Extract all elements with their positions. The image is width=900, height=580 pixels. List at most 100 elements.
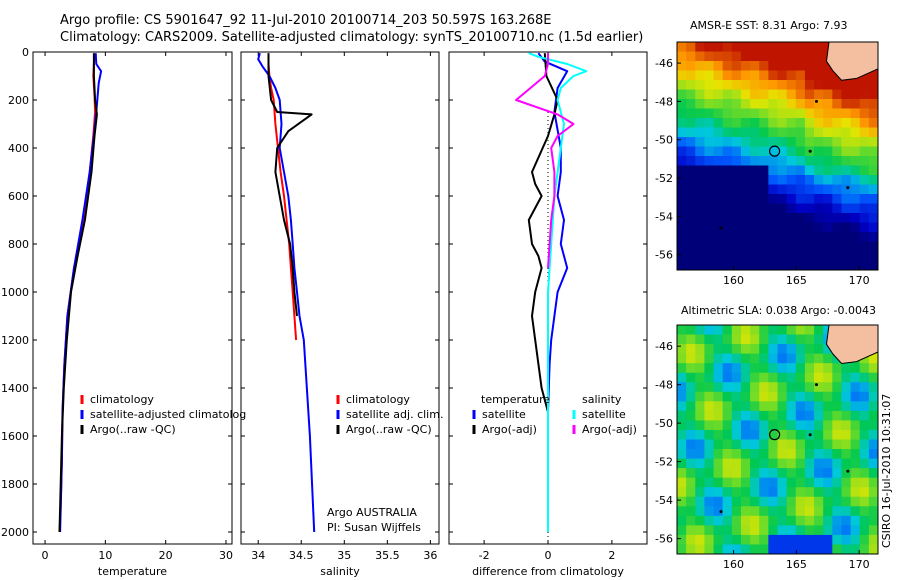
x-tick-label: 10 — [98, 549, 112, 562]
argo-annotation: Argo AUSTRALIA — [327, 506, 417, 519]
legend-entry: Argo(..raw -QC) — [346, 423, 432, 436]
map-frame — [676, 324, 879, 555]
series-line-3 — [528, 52, 588, 532]
y-tick-label: 1400 — [1, 382, 29, 395]
x-tick-label: 34 — [251, 549, 265, 562]
island-marker — [719, 226, 723, 230]
profile-panel-1: 0 10 20 30 0 200 400 600 800 1000 1200 1400 1600 1800… — [1, 46, 233, 578]
legend-heading: temperature — [481, 393, 550, 406]
y-tick-label: 1200 — [1, 334, 29, 347]
y-tick-label: -50 — [655, 417, 673, 430]
legend-entry: satellite-adjusted climatolog — [90, 408, 246, 421]
series-line-1 — [267, 53, 298, 341]
y-tick-label: -56 — [655, 533, 673, 546]
sst-map-title: AMSR-E SST: 8.31 Argo: 7.93 — [690, 19, 848, 32]
y-tick-label: -52 — [655, 172, 673, 185]
sla-map: 160 165 170 -46 -48 -50 -52 -54 -56 — [655, 324, 879, 571]
x-tick-label: 0 — [42, 549, 49, 562]
x-tick-label: 170 — [849, 274, 870, 287]
x-tick-label: 160 — [723, 274, 744, 287]
legend-heading: salinity — [582, 393, 622, 406]
legend-entry: Argo(-adj) — [482, 423, 537, 436]
series-group — [58, 53, 103, 533]
y-tick-label: 2000 — [1, 526, 29, 539]
series-line-2 — [527, 53, 559, 413]
land-mass — [825, 325, 878, 365]
map-field — [677, 42, 878, 270]
sla-map-title: Altimetric SLA: 0.038 Argo: -0.0043 — [681, 304, 876, 317]
float-position-marker — [768, 429, 781, 441]
y-tick-label: 600 — [8, 190, 29, 203]
x-tick-label: 30 — [219, 549, 233, 562]
sst-map: 160 165 170 -46 -48 -50 -52 -54 -56 — [655, 41, 879, 287]
x-tick-label: 165 — [786, 274, 807, 287]
y-tick-label: 800 — [8, 238, 29, 251]
series-line-3 — [267, 53, 313, 317]
island-marker — [814, 383, 818, 387]
legend-entry: satellite — [582, 408, 626, 421]
y-tick-label: -46 — [655, 57, 673, 70]
csiro-timestamp-label: CSIRO 16-Jul-2010 10:31:07 — [880, 393, 893, 548]
x-tick-label: 0 — [545, 549, 552, 562]
x-tick-label: 165 — [786, 558, 807, 571]
y-tick-label: -56 — [655, 249, 673, 262]
x-tick-label: 2 — [608, 549, 615, 562]
island-marker — [808, 433, 812, 437]
x-tick-label: 36 — [423, 549, 437, 562]
y-tick-label: 1800 — [1, 478, 29, 491]
legend-entry: satellite — [482, 408, 526, 421]
y-tick-label: -54 — [655, 494, 673, 507]
legend-entry: Argo(-adj) — [582, 423, 637, 436]
difference-legend: temperature satellite Argo(-adj) salinity sa… — [472, 393, 637, 436]
series-group — [515, 52, 588, 532]
x-tick-label: -2 — [479, 549, 490, 562]
series-line-3 — [58, 53, 98, 533]
y-tick-label: -48 — [655, 95, 673, 108]
x-tick-label: 170 — [849, 558, 870, 571]
series-line-4 — [515, 53, 575, 269]
map-frame — [676, 41, 879, 271]
y-tick-label: -52 — [655, 456, 673, 469]
legend-entry: climatology — [90, 393, 154, 406]
legend-entry: climatology — [346, 393, 410, 406]
series-line-1 — [537, 52, 569, 532]
y-tick-label: 400 — [8, 142, 29, 155]
x-axis-label: difference from climatology — [472, 565, 624, 578]
map-field — [677, 325, 878, 554]
island-marker — [719, 510, 723, 514]
y-tick-label: 1000 — [1, 286, 29, 299]
x-tick-label: 35.5 — [375, 549, 400, 562]
x-axis-label: temperature — [98, 565, 167, 578]
y-tick-label: 0 — [22, 46, 29, 59]
y-tick-label: -50 — [655, 134, 673, 147]
series-group — [257, 52, 316, 533]
x-tick-label: 34.5 — [289, 549, 314, 562]
profile-panel-3: -2 0 2 difference from climatology — [448, 51, 648, 578]
x-tick-label: 20 — [159, 549, 173, 562]
y-tick-label: -54 — [655, 210, 673, 223]
plot-frame — [240, 51, 440, 545]
plot-frame — [32, 51, 233, 545]
figure-title-line2: Climatology: CARS2009. Satellite-adjuste… — [60, 30, 644, 45]
x-tick-label: 160 — [723, 558, 744, 571]
island-marker — [846, 469, 850, 473]
x-axis-label: salinity — [320, 565, 360, 578]
island-marker — [808, 149, 812, 153]
y-tick-label: 1600 — [1, 430, 29, 443]
float-position-marker — [768, 145, 781, 157]
pi-annotation: PI: Susan Wijffels — [327, 521, 421, 534]
y-tick-label: -46 — [655, 340, 673, 353]
figure-title-line1: Argo profile: CS 5901647_92 11-Jul-2010 … — [60, 13, 552, 28]
salinity-legend: climatology satellite adj. clim. Argo(..ra… — [327, 393, 443, 534]
legend-entry: Argo(..raw -QC) — [90, 423, 176, 436]
y-tick-label: -48 — [655, 379, 673, 392]
island-marker — [846, 186, 850, 190]
temperature-legend: climatology satellite-adjusted climatolog… — [80, 393, 246, 436]
profile-panel-2: 34 34.5 35 35.5 36 salinity — [240, 51, 440, 578]
land-mass — [825, 42, 878, 81]
x-tick-label: 35 — [337, 549, 351, 562]
island-marker — [814, 99, 818, 103]
legend-entry: satellite adj. clim. — [346, 408, 443, 421]
y-tick-label: 200 — [8, 94, 29, 107]
